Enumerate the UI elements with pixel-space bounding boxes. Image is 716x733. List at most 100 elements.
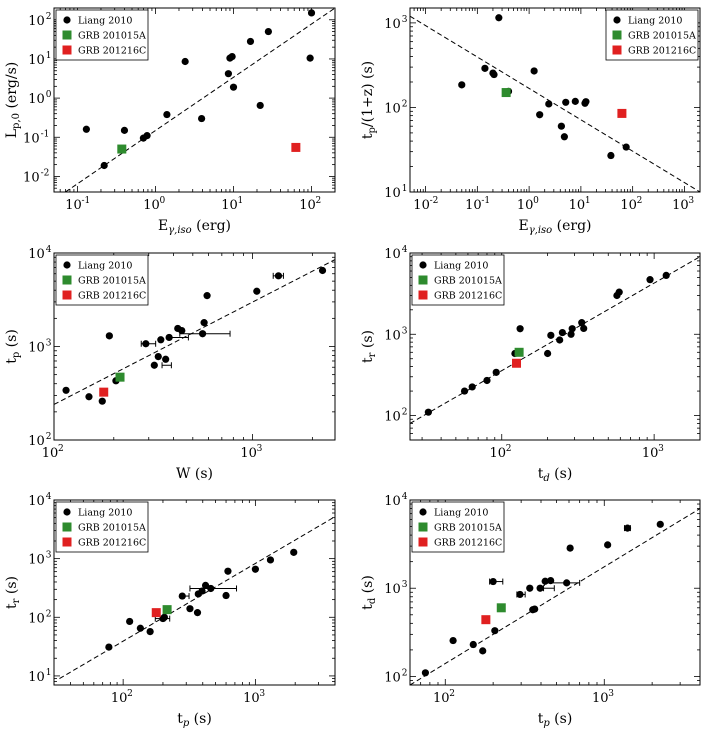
legend-label: GRB 201015A (434, 276, 502, 287)
legend-label: Liang 2010 (78, 261, 132, 272)
data-point-liang-2010 (622, 143, 630, 151)
x-axis-label: tp (s) (538, 711, 573, 729)
legend-label: GRB 201216C (628, 46, 696, 57)
legend-label: Liang 2010 (628, 16, 682, 27)
y-tick-label: 10 (23, 131, 40, 146)
x-tick-label: 10 (465, 198, 482, 213)
data-point-liang-2010 (222, 591, 230, 600)
data-point-liang-2010 (165, 333, 173, 342)
y-tick-exponent: 4 (46, 492, 52, 502)
data-point-liang-2010 (274, 272, 283, 280)
data-point-grb-201216c (99, 387, 109, 397)
x-tick-exponent: 0 (159, 196, 165, 206)
data-point-liang-2010 (162, 355, 170, 363)
y-tick-label: 10 (28, 553, 45, 568)
data-point-liang-2010 (224, 567, 232, 575)
x-tick-exponent: 2 (127, 689, 133, 699)
legend-label: Liang 2010 (78, 16, 132, 27)
x-tick-label: 10 (143, 198, 160, 213)
data-point-liang-2010 (516, 325, 524, 333)
y-axis-label: tp (s) (4, 329, 22, 364)
panel-p4: 10 2 10 310 210 310 4td (s)tr (s)Liang 2010GRB… (360, 245, 701, 484)
legend-marker (419, 261, 427, 269)
legend-marker (62, 290, 72, 300)
legend-marker (612, 30, 622, 40)
data-point-liang-2010 (200, 319, 208, 327)
data-layer (65, 8, 335, 192)
legend-marker (62, 275, 72, 285)
x-tick-exponent: -1 (481, 196, 490, 206)
data-point-liang-2010 (318, 266, 327, 275)
x-tick-label: 10 (592, 691, 609, 706)
data-point-liang-2010 (186, 605, 194, 613)
data-point-liang-2010 (253, 287, 261, 295)
legend-label: GRB 201015A (78, 31, 146, 42)
data-point-liang-2010 (143, 132, 151, 140)
data-point-liang-2010 (421, 669, 430, 677)
data-layer (410, 256, 700, 424)
data-point-liang-2010 (566, 544, 574, 552)
y-tick-label: 10 (384, 494, 401, 509)
x-tick-label: 10 (240, 446, 257, 461)
legend-label: GRB 201015A (78, 276, 146, 287)
data-point-liang-2010 (545, 100, 553, 108)
data-point-liang-2010 (290, 548, 298, 556)
y-tick-label: 10 (384, 410, 401, 425)
y-tick-label: 10 (384, 17, 401, 32)
x-tick-exponent: 3 (608, 689, 614, 699)
x-tick-exponent: 3 (257, 444, 263, 454)
data-point-liang-2010 (251, 565, 259, 573)
data-point-liang-2010 (228, 52, 236, 61)
x-tick-label: 10 (517, 198, 534, 213)
data-point-grb-201015a (162, 605, 172, 615)
y-axis-label: Lp,0 (erg/s) (4, 62, 22, 138)
data-point-liang-2010 (483, 376, 491, 385)
legend-marker (62, 30, 72, 40)
fit-line (65, 8, 335, 192)
data-layer (59, 516, 335, 680)
legend-label: Liang 2010 (434, 261, 488, 272)
data-point-liang-2010 (178, 592, 186, 600)
data-point-grb-201216c (481, 615, 491, 625)
data-point-liang-2010 (607, 151, 615, 160)
data-point-liang-2010 (479, 647, 487, 655)
data-point-liang-2010 (571, 97, 579, 105)
y-tick-exponent: 3 (46, 551, 52, 561)
data-point-liang-2010 (544, 349, 552, 358)
data-point-liang-2010 (541, 577, 549, 585)
data-point-liang-2010 (150, 361, 158, 369)
data-layer (410, 14, 700, 192)
data-point-liang-2010 (306, 54, 314, 62)
data-point-liang-2010 (264, 27, 272, 36)
x-tick-label: 10 (243, 691, 260, 706)
legend: Liang 2010 GRB 201015A GRB 201216C (55, 9, 149, 61)
data-point-liang-2010 (547, 577, 555, 585)
data-point-liang-2010 (203, 292, 211, 300)
x-tick-exponent: 3 (259, 689, 265, 699)
data-point-liang-2010 (120, 126, 129, 134)
data-point-liang-2010 (229, 83, 238, 91)
y-tick-exponent: 2 (46, 432, 52, 442)
data-point-grb-201015a (514, 347, 524, 357)
legend-label: Liang 2010 (78, 508, 132, 519)
legend: Liang 2010 GRB 201015A GRB 201216C (411, 501, 505, 553)
data-point-grb-201216c (617, 108, 627, 118)
data-point-liang-2010 (198, 330, 207, 338)
y-axis-label: td (s) (360, 575, 378, 610)
x-tick-exponent: 3 (658, 444, 664, 454)
legend-label: GRB 201015A (78, 523, 146, 534)
y-tick-label: 10 (384, 582, 401, 597)
data-point-liang-2010 (656, 520, 664, 528)
y-tick-label: 10 (28, 434, 45, 449)
y-tick-exponent: -2 (41, 168, 50, 178)
x-tick-exponent: 2 (316, 196, 322, 206)
legend-label: GRB 201216C (434, 538, 502, 549)
legend: Liang 2010 GRB 201015A GRB 201216C (605, 9, 699, 61)
legend: Liang 2010 GRB 201015A GRB 201216C (55, 501, 149, 553)
data-point-liang-2010 (105, 332, 113, 340)
data-point-liang-2010 (556, 336, 564, 344)
data-point-liang-2010 (136, 624, 144, 632)
data-point-liang-2010 (62, 386, 70, 394)
data-point-liang-2010 (662, 271, 670, 280)
